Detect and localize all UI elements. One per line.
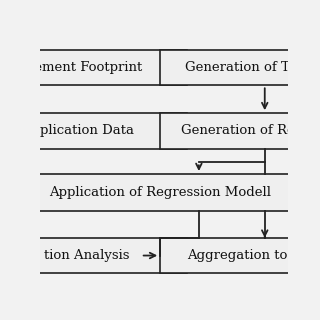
Bar xyxy=(0,238,187,273)
Bar xyxy=(160,238,315,273)
Text: Application of Regression Modell: Application of Regression Modell xyxy=(49,186,271,199)
Text: Aggregation to: Aggregation to xyxy=(188,249,288,262)
Text: Generation of Re: Generation of Re xyxy=(181,124,294,137)
Bar xyxy=(0,174,320,211)
Bar xyxy=(0,113,187,148)
Text: Generation of T: Generation of T xyxy=(185,61,290,74)
Text: tion Analysis: tion Analysis xyxy=(44,249,129,262)
Text: lement Footprint: lement Footprint xyxy=(30,61,143,74)
Bar xyxy=(0,50,187,85)
Text: plication Data: plication Data xyxy=(39,124,133,137)
Bar xyxy=(160,50,315,85)
Bar xyxy=(160,113,315,148)
